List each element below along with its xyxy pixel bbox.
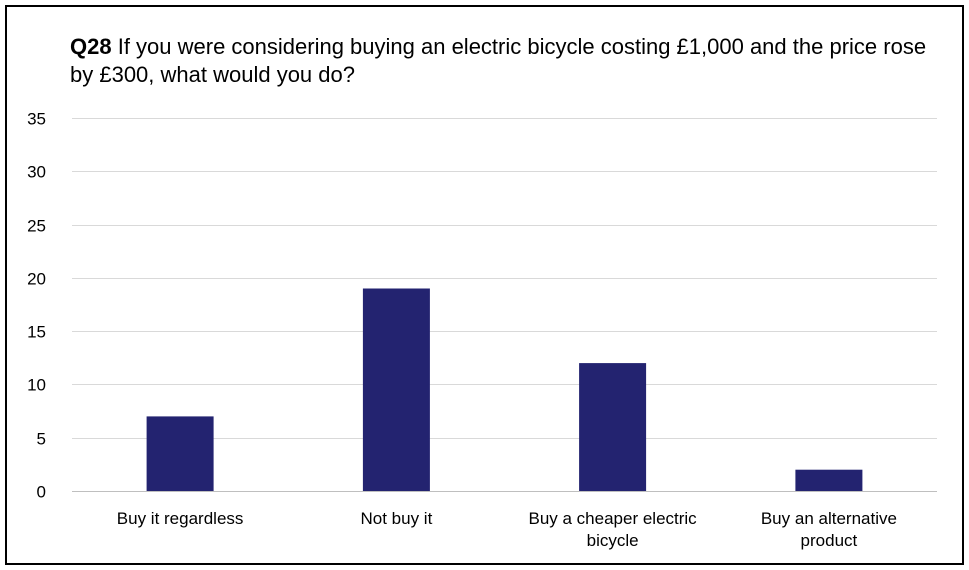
category-label: Buy it regardless <box>117 509 244 528</box>
bar <box>795 469 863 491</box>
question-text: If you were considering buying an electr… <box>70 34 927 87</box>
y-tick-label: 35 <box>27 110 46 129</box>
category-labels: Buy it regardless Not buy it Buy a cheaper… <box>117 509 897 550</box>
category-label: Not buy it <box>360 509 432 528</box>
category-label-line: Buy a cheaper electric <box>528 509 697 528</box>
y-tick-label: 5 <box>37 430 46 449</box>
bar <box>362 288 430 491</box>
bar <box>579 363 647 491</box>
category-label-line: product <box>801 531 858 550</box>
y-tick-label: 15 <box>27 323 46 342</box>
category-label-line: Not buy it <box>360 509 432 528</box>
y-tick-labels: 0 5 10 15 20 25 30 35 <box>27 110 46 502</box>
category-label-line: bicycle <box>587 531 639 550</box>
category-label: Buy an alternative product <box>761 509 897 550</box>
y-tick-label: 30 <box>27 163 46 182</box>
bars <box>146 288 863 491</box>
category-label-line: Buy it regardless <box>117 509 244 528</box>
bar <box>146 416 214 491</box>
category-label: Buy a cheaper electric bicycle <box>528 509 697 550</box>
category-label-line: Buy an alternative <box>761 509 897 528</box>
chart-title: Q28 If you were considering buying an el… <box>70 33 930 89</box>
gridlines <box>72 118 937 492</box>
y-tick-label: 25 <box>27 217 46 236</box>
y-tick-label: 20 <box>27 270 46 289</box>
question-number: Q28 <box>70 34 112 59</box>
y-tick-label: 0 <box>37 483 46 502</box>
y-tick-label: 10 <box>27 376 46 395</box>
